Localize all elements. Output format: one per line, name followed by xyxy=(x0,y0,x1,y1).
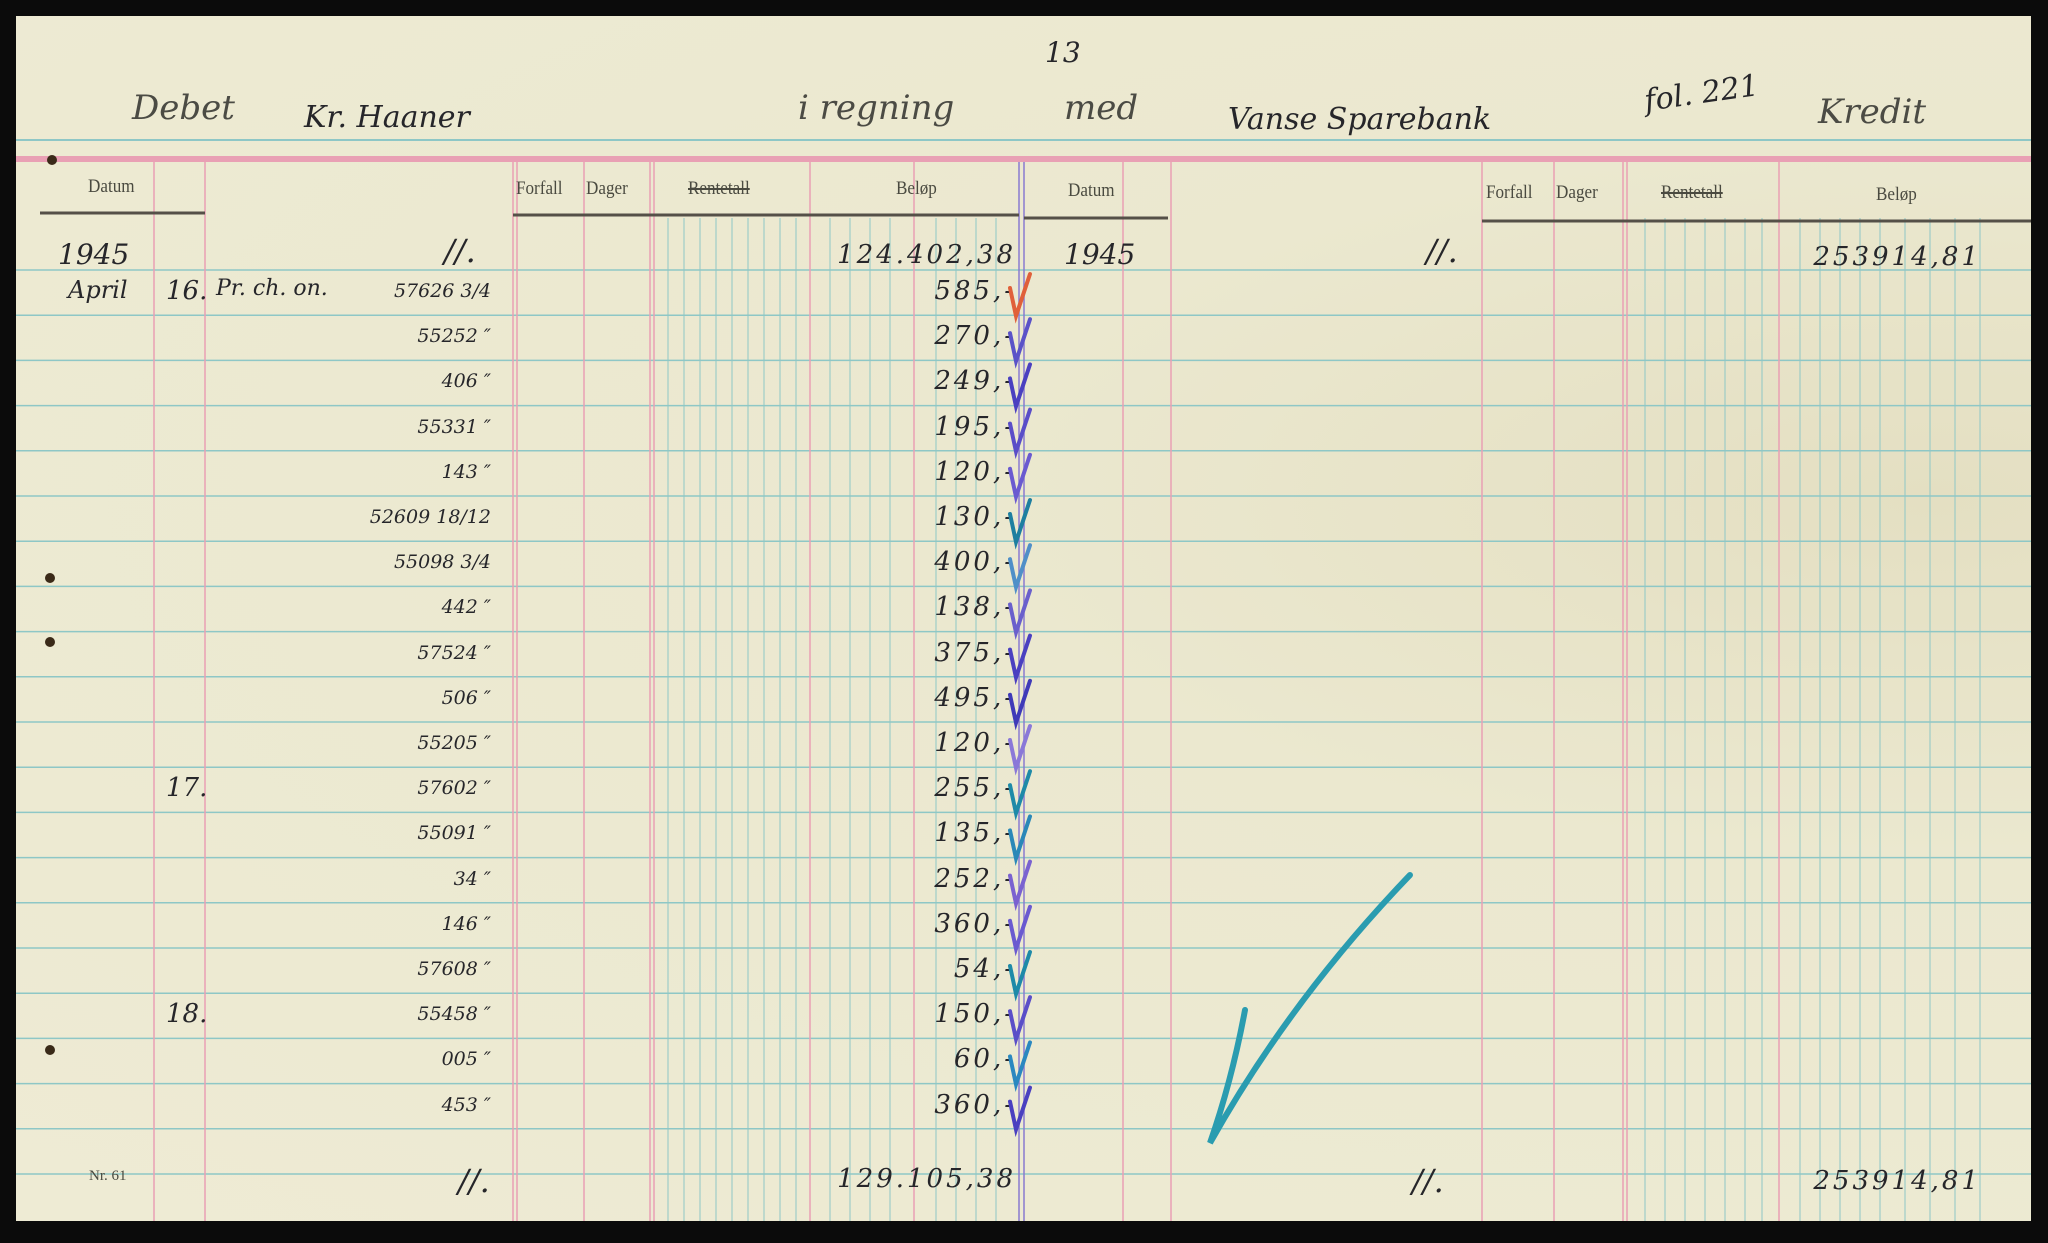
entry-reference: 406 ″ xyxy=(441,370,491,393)
entry-reference: 52609 18/12 xyxy=(369,506,491,528)
check-mark xyxy=(1008,995,1032,1047)
entry-reference: 55252 ″ xyxy=(417,325,491,348)
med-label: med xyxy=(1064,88,1139,128)
check-mark xyxy=(1008,678,1032,731)
col-rentetall-left: Rentetall xyxy=(688,178,750,199)
entry-reference: 506 ″ xyxy=(441,686,491,709)
entry-day: 17. xyxy=(166,773,208,804)
entry-text: Pr. ch. on. xyxy=(216,276,328,301)
entry-reference: 34 ″ xyxy=(453,867,491,890)
debet-total-amount: 129.105,38 xyxy=(837,1164,1016,1194)
entry-amount: 360,- xyxy=(934,1089,1016,1120)
entry-day: 16. xyxy=(166,276,208,306)
col-belop-left: Beløp xyxy=(896,178,937,199)
entry-reference: 57602 ″ xyxy=(417,777,491,800)
kredit-total-amount: 253914,81 xyxy=(1813,1166,1981,1196)
entry-reference: 55098 3/4 xyxy=(393,551,491,574)
entry-reference: 55331 ″ xyxy=(417,415,491,438)
form-number: Nr. 61 xyxy=(89,1168,127,1184)
col-datum-right: Datum xyxy=(1068,180,1115,201)
check-mark xyxy=(1008,769,1032,821)
large-check-mark xyxy=(1207,872,1413,1145)
binder-hole xyxy=(45,1045,55,1055)
check-mark xyxy=(1008,543,1032,595)
col-datum-left: Datum xyxy=(88,176,135,197)
debtor-name: Kr. Haaner xyxy=(304,100,470,135)
entry-amount: 54,- xyxy=(953,954,1016,984)
entry-reference: 57608 ″ xyxy=(417,958,491,980)
entry-amount: 120,- xyxy=(934,456,1016,487)
check-marks-layer xyxy=(1008,272,1413,1145)
check-mark xyxy=(1008,407,1032,460)
check-mark xyxy=(1008,950,1032,1002)
debet-opening-amount: 124.402,38 xyxy=(837,240,1016,270)
check-mark xyxy=(1008,814,1032,866)
entry-amount: 120,- xyxy=(934,728,1016,758)
entry-reference: 55205 ″ xyxy=(417,732,491,754)
entry-amount: 585,- xyxy=(934,276,1016,306)
creditor-name: Vanse Sparebank xyxy=(1228,102,1492,137)
entry-amount: 249,- xyxy=(934,366,1016,397)
ledger-page: 13 fol. 221 Debet Kr. Haaner i regning m… xyxy=(16,16,2031,1221)
entry-day: 18. xyxy=(166,999,208,1030)
entry-amount: 138,- xyxy=(934,592,1016,623)
entry-amount: 495,- xyxy=(934,682,1016,713)
kredit-total-ditto: //. xyxy=(1412,1162,1444,1200)
col-rentetall-right: Rentetall xyxy=(1661,182,1723,203)
entry-amount: 375,- xyxy=(934,637,1016,668)
entry-reference: 55091 ″ xyxy=(417,822,491,845)
col-belop-right: Beløp xyxy=(1876,184,1917,205)
entry-amount: 270,- xyxy=(934,321,1016,352)
i-regning-label: i regning xyxy=(798,88,955,128)
entry-amount: 60,- xyxy=(953,1044,1016,1075)
debet-label: Debet xyxy=(132,88,235,128)
entry-reference: 57524 ″ xyxy=(417,641,491,664)
entry-amount: 360,- xyxy=(934,908,1016,939)
ledger-ruling xyxy=(16,139,2031,1221)
col-forfall-left: Forfall xyxy=(516,178,563,199)
entry-amount: 130,- xyxy=(934,502,1016,532)
col-forfall-right: Forfall xyxy=(1486,182,1533,203)
entry-amount: 195,- xyxy=(934,411,1016,442)
kredit-label: Kredit xyxy=(1818,92,1927,132)
entry-amount: 135,- xyxy=(934,818,1016,849)
entry-reference: 57626 3/4 xyxy=(393,280,491,302)
check-mark xyxy=(1008,1040,1032,1092)
entry-reference: 143 ″ xyxy=(441,460,491,483)
kredit-opening-amount: 253914,81 xyxy=(1813,242,1981,272)
debet-opening-ditto: //. xyxy=(444,232,476,270)
entry-reference: 55458 ″ xyxy=(417,1003,491,1026)
check-mark xyxy=(1008,317,1032,369)
entry-amount: 150,- xyxy=(934,999,1016,1030)
check-mark xyxy=(1008,588,1032,640)
entry-reference: 453 ″ xyxy=(441,1093,491,1116)
check-mark xyxy=(1008,1085,1032,1138)
binder-hole xyxy=(47,155,57,165)
check-mark xyxy=(1008,452,1032,505)
entry-reference: 005 ″ xyxy=(441,1048,491,1071)
check-mark xyxy=(1008,904,1032,957)
entry-month: April xyxy=(68,276,128,304)
entry-reference: 146 ″ xyxy=(441,912,491,935)
check-mark xyxy=(1008,362,1032,414)
check-mark xyxy=(1008,724,1032,776)
col-dager-left: Dager xyxy=(586,178,628,199)
check-mark xyxy=(1008,859,1032,912)
debet-opening-year: 1945 xyxy=(58,238,130,271)
col-dager-right: Dager xyxy=(1556,182,1598,203)
check-mark xyxy=(1008,633,1032,686)
binder-hole xyxy=(45,573,55,583)
check-mark xyxy=(1008,272,1032,324)
entry-amount: 255,- xyxy=(934,773,1016,804)
debet-total-ditto: //. xyxy=(458,1162,490,1200)
check-mark xyxy=(1008,498,1032,550)
kredit-opening-ditto: //. xyxy=(1426,232,1458,270)
entry-reference: 442 ″ xyxy=(441,596,491,619)
kredit-opening-year: 1945 xyxy=(1064,238,1136,271)
entry-amount: 400,- xyxy=(934,547,1016,578)
binder-hole xyxy=(45,637,55,647)
page-number: 13 xyxy=(1045,36,1081,69)
entry-amount: 252,- xyxy=(934,863,1016,894)
